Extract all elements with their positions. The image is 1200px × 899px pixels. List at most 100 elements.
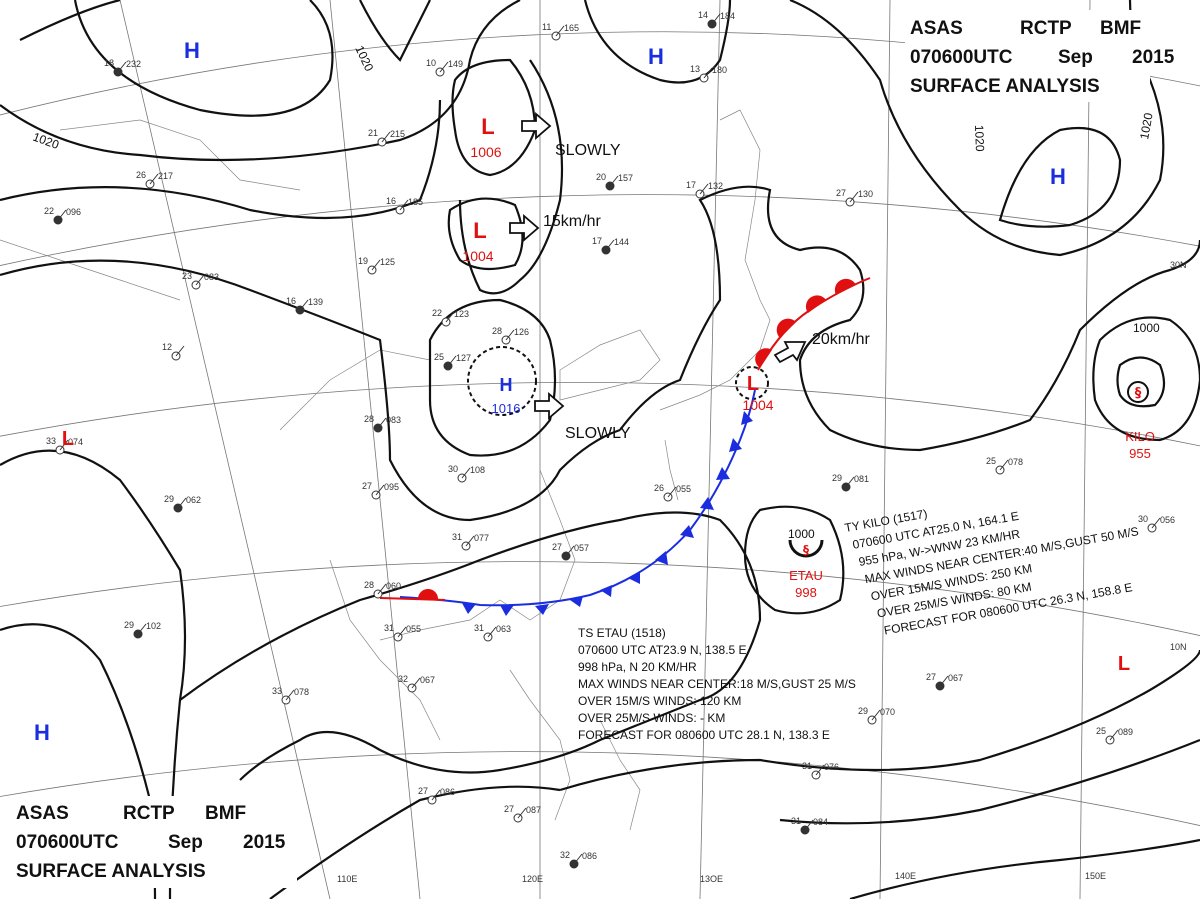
- bulletin-line: 070600 UTC AT23.9 N, 138.5 E: [578, 643, 747, 657]
- station-pressure: 078: [294, 687, 309, 697]
- station-plot: 12: [162, 342, 185, 361]
- title-block-bottom: ASAS RCTP BMF 070600UTC Sep 2015 SURFACE…: [12, 796, 297, 888]
- title-code: BMF: [1100, 18, 1141, 39]
- station-plot: 26 055: [654, 483, 691, 502]
- longitude-label: 150E: [1085, 871, 1106, 881]
- warm-front-west: [379, 597, 446, 601]
- pressure-centers: H H H H L 1006 L 1004 H 1016 L 1004 L L: [34, 38, 1130, 745]
- longitude-label: 13OE: [700, 874, 723, 884]
- wind-barb-icon: [505, 329, 515, 341]
- station-plot: 31 063: [474, 623, 511, 642]
- station-temperature: 31: [452, 532, 462, 542]
- station-pressure: 157: [618, 173, 633, 183]
- station-plot: 30 056: [1138, 514, 1175, 533]
- station-pressure: 130: [858, 189, 873, 199]
- wind-barb-icon: [117, 61, 127, 73]
- wind-barb-icon: [605, 239, 615, 251]
- high-center-letter: H: [34, 720, 50, 745]
- wind-barb-icon: [57, 209, 67, 221]
- bulletin-line: 998 hPa, N 20 KM/HR: [578, 660, 697, 674]
- station-temperature: 32: [398, 674, 408, 684]
- wind-barb-icon: [411, 677, 421, 689]
- station-plot: 22 123: [432, 308, 469, 327]
- station-temperature: 31: [802, 761, 812, 771]
- motion-labels: SLOWLY 15km/hr SLOWLY 20km/hr: [543, 142, 870, 442]
- title-year: 2015: [243, 832, 286, 853]
- station-temperature: 19: [358, 256, 368, 266]
- station-plot: 27 086: [418, 786, 455, 805]
- station-plot: 26 217: [136, 170, 173, 189]
- station-plot: 16 185: [386, 196, 423, 215]
- station-plot: 22 096: [44, 206, 81, 225]
- motion-arrows: [509, 112, 807, 420]
- longitude-label: 110E: [337, 874, 357, 884]
- wind-barb-icon: [299, 299, 309, 311]
- wind-barb-icon: [555, 25, 565, 37]
- motion-label: 20km/hr: [812, 331, 870, 348]
- low-center-letter: L: [62, 428, 74, 450]
- coastlines: [0, 109, 771, 831]
- station-pressure: 144: [614, 237, 629, 247]
- station-pressure: 076: [824, 762, 839, 772]
- high-center-value: 1016: [492, 401, 521, 416]
- station-pressure: 070: [880, 707, 895, 717]
- station-plot: 29 062: [164, 494, 201, 513]
- cold-front-line: [399, 389, 756, 607]
- station-plot: 28 126: [492, 326, 529, 345]
- station-temperature: 32: [560, 850, 570, 860]
- station-pressure: 083: [386, 415, 401, 425]
- station-plot: 25 127: [434, 352, 471, 371]
- station-temperature: 26: [654, 483, 664, 493]
- station-pressure: 060: [386, 581, 401, 591]
- wind-barb-icon: [849, 191, 859, 203]
- station-pressure: 165: [564, 23, 579, 33]
- station-temperature: 26: [136, 170, 146, 180]
- station-temperature: 22: [44, 206, 54, 216]
- high-center-letter: H: [1050, 164, 1066, 189]
- station-pressure: 139: [308, 297, 323, 307]
- wind-barb-icon: [149, 173, 159, 185]
- wind-barb-icon: [609, 175, 619, 187]
- arrow-east-icon: [534, 392, 565, 420]
- bulletin-line: MAX WINDS NEAR CENTER:18 M/S,GUST 25 M/S: [578, 677, 856, 691]
- station-temperature: 30: [1138, 514, 1148, 524]
- title-time: 070600UTC: [910, 47, 1013, 68]
- station-plot: 25 078: [986, 456, 1023, 475]
- low-center-value: 1004: [742, 397, 773, 413]
- station-plot: 31 077: [452, 532, 489, 551]
- station-pressure: 108: [470, 465, 485, 475]
- station-temperature: 27: [418, 786, 428, 796]
- high-center-letter: H: [648, 44, 664, 69]
- storm-pressure: 998: [795, 585, 817, 600]
- wind-barb-icon: [999, 459, 1009, 471]
- wind-barb-icon: [465, 535, 475, 547]
- station-pressure: 056: [1160, 515, 1175, 525]
- arrow-east-icon: [509, 214, 540, 242]
- station-temperature: 31: [384, 623, 394, 633]
- station-temperature: 20: [596, 172, 606, 182]
- station-pressure: 089: [1118, 727, 1133, 737]
- station-plot: 28 083: [364, 414, 401, 433]
- dashed-circles: [467, 346, 769, 416]
- station-temperature: 28: [364, 580, 374, 590]
- station-temperature: 22: [432, 308, 442, 318]
- wind-barb-icon: [175, 345, 185, 357]
- wind-barb-icon: [1109, 729, 1119, 741]
- station-temperature: 29: [832, 473, 842, 483]
- fronts: [379, 277, 871, 616]
- title-block-top: ASAS RCTP BMF 070600UTC Sep 2015 SURFACE…: [905, 10, 1175, 102]
- wind-barb-icon: [371, 259, 381, 271]
- station-pressure: 217: [158, 171, 173, 181]
- station-pressure: 078: [1008, 457, 1023, 467]
- station-plot: 27 130: [836, 188, 873, 207]
- station-temperature: 18: [104, 58, 114, 68]
- station-plot: 20 157: [596, 172, 633, 191]
- station-plot: 23 083: [182, 271, 219, 290]
- station-temperature: 33: [272, 686, 282, 696]
- wind-barb-icon: [445, 311, 455, 323]
- station-pressure: 127: [456, 353, 471, 363]
- wind-barb-icon: [439, 61, 449, 73]
- station-pressure: 062: [186, 495, 201, 505]
- low-center-letter: L: [473, 218, 486, 243]
